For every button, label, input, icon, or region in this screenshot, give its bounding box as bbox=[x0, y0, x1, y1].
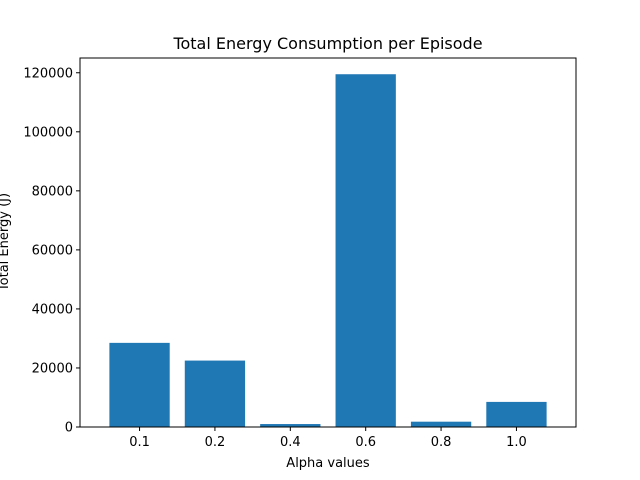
y-tick-label: 0 bbox=[65, 421, 73, 436]
y-tick-label: 100000 bbox=[23, 125, 73, 140]
bar-0.2 bbox=[184, 360, 246, 427]
y-tick-label: 40000 bbox=[32, 302, 73, 317]
x-tick-label: 0.8 bbox=[431, 435, 452, 450]
plot-frame bbox=[79, 57, 577, 428]
chart-title: Total Energy Consumption per Episode bbox=[172, 34, 482, 53]
bar-0.4 bbox=[260, 424, 321, 427]
y-tick-label: 20000 bbox=[32, 361, 73, 376]
x-tick-label: 1.0 bbox=[506, 435, 527, 450]
x-tick-label: 0.1 bbox=[129, 435, 150, 450]
bar-1.0 bbox=[486, 401, 547, 427]
y-tick-label: 120000 bbox=[23, 66, 73, 81]
x-tick-label: 0.6 bbox=[355, 435, 376, 450]
x-tick-label: 0.4 bbox=[280, 435, 301, 450]
bars-group bbox=[109, 74, 547, 428]
y-tick-label: 80000 bbox=[32, 184, 73, 199]
x-axis-label: Alpha values bbox=[286, 456, 370, 471]
bar-0.6 bbox=[335, 74, 396, 428]
y-axis: 0 20000 40000 60000 80000 100000 120000 bbox=[23, 66, 80, 436]
bar-0.8 bbox=[410, 421, 472, 427]
x-tick-label: 0.2 bbox=[205, 435, 226, 450]
y-tick-label: 60000 bbox=[32, 243, 73, 258]
bar-0.1 bbox=[109, 342, 170, 427]
y-axis-label: Total Energy (J) bbox=[0, 193, 12, 292]
x-axis: 0.1 0.2 0.4 0.6 0.8 1.0 bbox=[129, 427, 527, 450]
